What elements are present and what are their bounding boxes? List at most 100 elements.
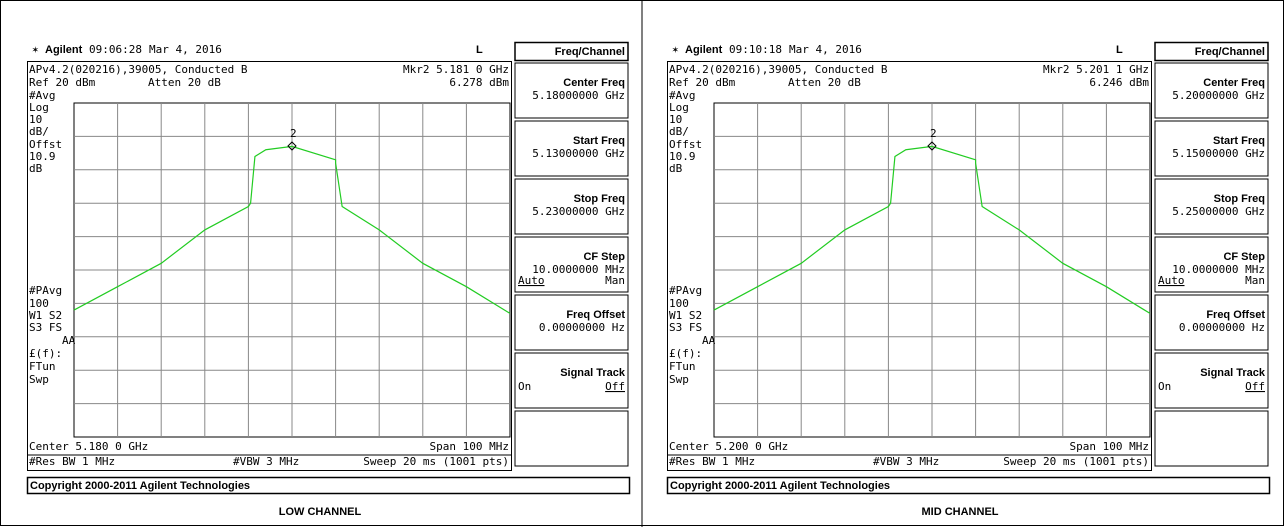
side-label: Swp: [29, 373, 49, 386]
vbw: #VBW 3 MHz: [873, 455, 939, 468]
softkey-value: 10.0000000 MHz: [1172, 263, 1265, 276]
softkey[interactable]: [514, 410, 629, 467]
caption: MID CHANNEL: [922, 506, 999, 518]
softkey-label: Center Freq: [563, 77, 625, 89]
softkey-label: Start Freq: [1213, 135, 1265, 147]
span: Span 100 MHz: [430, 440, 509, 453]
side-label: Log: [669, 101, 689, 114]
marker-value: 6.278 dBm: [449, 76, 509, 89]
screen-frame: [667, 61, 1152, 471]
softkey[interactable]: [1154, 120, 1269, 177]
copyright: Copyright 2000-2011 Agilent Technologies: [30, 480, 250, 492]
attenuation: Atten 20 dB: [148, 76, 221, 89]
date: Mar 4, 2016: [789, 43, 862, 56]
side-label: £(f):: [669, 347, 702, 360]
softkey-value: 0.00000000 Hz: [1179, 321, 1265, 334]
attenuation: Atten 20 dB: [788, 76, 861, 89]
marker-readout: Mkr2 5.181 0 GHz: [403, 63, 509, 76]
brand: Agilent: [685, 44, 723, 56]
softkey-option: Off: [1245, 380, 1265, 393]
brand: Agilent: [45, 44, 83, 56]
softkey[interactable]: [1154, 62, 1269, 119]
side-label: dB/: [29, 125, 49, 138]
side-label: Log: [29, 101, 49, 114]
side-label: FTun: [29, 360, 56, 373]
softkey-option: Auto: [518, 274, 545, 287]
softkey-value: 5.13000000 GHz: [532, 147, 625, 160]
softkey-title: Freq/Channel: [1195, 46, 1265, 58]
side-label: dB: [669, 162, 683, 175]
res-bw: #Res BW 1 MHz: [669, 455, 755, 468]
side-label: AA: [62, 334, 76, 347]
mode: L: [476, 44, 483, 56]
copyright-bar: [666, 476, 1271, 495]
side-label: Offst: [669, 138, 702, 151]
info-title: APv4.2(020216),39005, Conducted B: [29, 63, 248, 76]
side-label: #PAvg: [29, 284, 62, 297]
side-label: S3 FS: [29, 321, 62, 334]
mode: L: [1116, 44, 1123, 56]
date: Mar 4, 2016: [149, 43, 222, 56]
side-label: AA: [702, 334, 716, 347]
softkey-value: 0.00000000 Hz: [539, 321, 625, 334]
side-label: dB/: [669, 125, 689, 138]
marker-value: 6.246 dBm: [1089, 76, 1149, 89]
softkey-label: Stop Freq: [1214, 193, 1265, 205]
softkey[interactable]: [1154, 178, 1269, 235]
side-label: W1 S2: [669, 309, 702, 322]
softkey-value: 5.25000000 GHz: [1172, 205, 1265, 218]
center-freq: Center 5.200 0 GHz: [669, 440, 788, 453]
softkey-title-box: [514, 41, 629, 62]
softkey-value: 10.0000000 MHz: [532, 263, 625, 276]
softkey-label: Signal Track: [1200, 367, 1266, 379]
softkey[interactable]: [1154, 352, 1269, 409]
softkey[interactable]: [514, 294, 629, 351]
softkey[interactable]: [514, 120, 629, 177]
time: 09:10:18: [729, 43, 782, 56]
side-label: 100: [29, 297, 49, 310]
softkey-label: CF Step: [583, 251, 625, 263]
side-label: 10.9: [29, 150, 56, 163]
side-label: 10: [669, 113, 682, 126]
softkey-option: Auto: [1158, 274, 1185, 287]
center-freq: Center 5.180 0 GHz: [29, 440, 148, 453]
side-label: Offst: [29, 138, 62, 151]
side-label: FTun: [669, 360, 696, 373]
side-label: 10: [29, 113, 42, 126]
trace: [73, 145, 511, 314]
side-label: #Avg: [669, 89, 696, 102]
screen-frame: [27, 61, 512, 471]
side-label: £(f):: [29, 347, 62, 360]
softkey-label: Freq Offset: [1206, 309, 1265, 321]
softkey[interactable]: [1154, 236, 1269, 293]
side-label: 100: [669, 297, 689, 310]
time: 09:06:28: [89, 43, 142, 56]
softkey-value: 5.18000000 GHz: [532, 89, 625, 102]
softkey-label: Start Freq: [573, 135, 625, 147]
softkey[interactable]: [1154, 294, 1269, 351]
marker-diamond: [287, 141, 297, 151]
ref-level: Ref 20 dBm: [669, 76, 736, 89]
softkey-option: Man: [1245, 274, 1265, 287]
softkey-value: 5.20000000 GHz: [1172, 89, 1265, 102]
copyright-bar: [26, 476, 631, 495]
span: Span 100 MHz: [1070, 440, 1149, 453]
softkey[interactable]: [1154, 410, 1269, 467]
softkey-label: Signal Track: [560, 367, 626, 379]
marker-readout: Mkr2 5.201 1 GHz: [1043, 63, 1149, 76]
copyright: Copyright 2000-2011 Agilent Technologies: [670, 480, 890, 492]
softkey-value: 5.15000000 GHz: [1172, 147, 1265, 160]
side-label: dB: [29, 162, 43, 175]
res-bw: #Res BW 1 MHz: [29, 455, 115, 468]
marker-diamond: [927, 141, 937, 151]
softkey[interactable]: [514, 178, 629, 235]
ref-level: Ref 20 dBm: [29, 76, 96, 89]
softkey[interactable]: [514, 236, 629, 293]
softkey[interactable]: [514, 62, 629, 119]
sweep: Sweep 20 ms (1001 pts): [1003, 455, 1149, 468]
marker-label: 2: [290, 127, 297, 140]
side-label: #PAvg: [669, 284, 702, 297]
agilent-logo: ✶: [32, 43, 39, 56]
softkey[interactable]: [514, 352, 629, 409]
